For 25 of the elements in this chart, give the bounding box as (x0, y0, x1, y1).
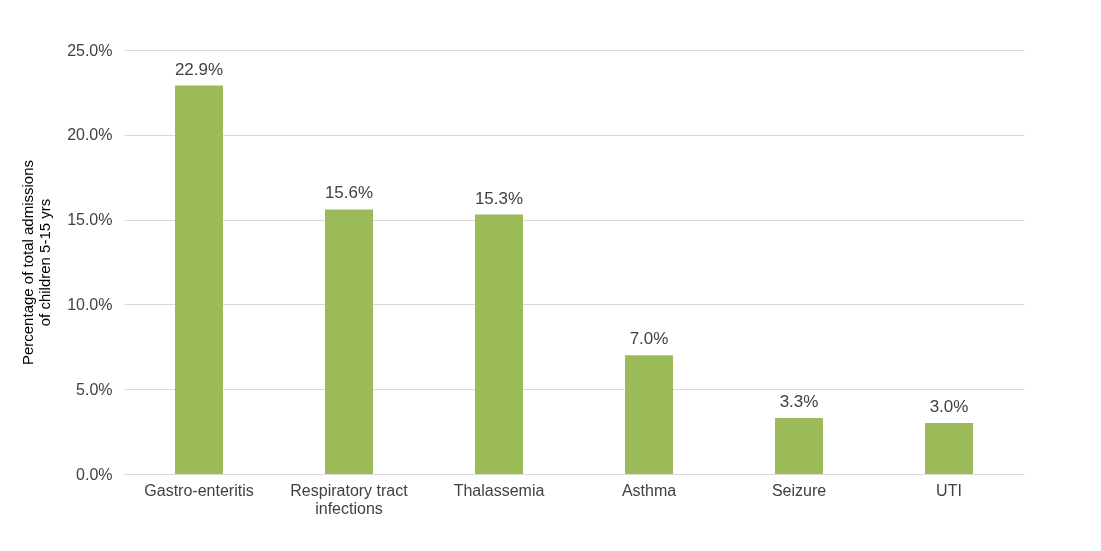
y-tick-label: 20.0% (67, 126, 113, 144)
data-label: 3.3% (779, 392, 819, 412)
bar (625, 355, 673, 474)
y-tick-label: 0.0% (76, 465, 113, 483)
x-tick-label: Respiratory tract infections (290, 481, 409, 517)
data-label: 15.3% (474, 188, 524, 208)
y-tick-label: 10.0% (67, 295, 113, 313)
data-label: 15.6% (324, 183, 374, 203)
y-axis-title: Percentage of total admissions of children 5-15 yrs (19, 159, 54, 366)
bar (325, 209, 373, 474)
x-tick-label: Thalassemia (453, 481, 545, 499)
data-label: 22.9% (174, 59, 224, 79)
y-tick-label: 5.0% (76, 380, 113, 398)
x-tick-label: Asthma (621, 481, 677, 499)
data-label: 3.0% (929, 397, 969, 417)
y-tick-label: 15.0% (67, 211, 113, 229)
bar (925, 423, 973, 474)
x-tick-label: Seizure (771, 481, 827, 499)
data-label: 7.0% (629, 329, 669, 349)
bar (175, 85, 223, 474)
bar (475, 214, 523, 474)
x-tick-label: UTI (936, 481, 962, 499)
bar (775, 418, 823, 474)
y-tick-label: 25.0% (67, 41, 113, 59)
x-tick-label: Gastro-enteritis (144, 481, 254, 499)
